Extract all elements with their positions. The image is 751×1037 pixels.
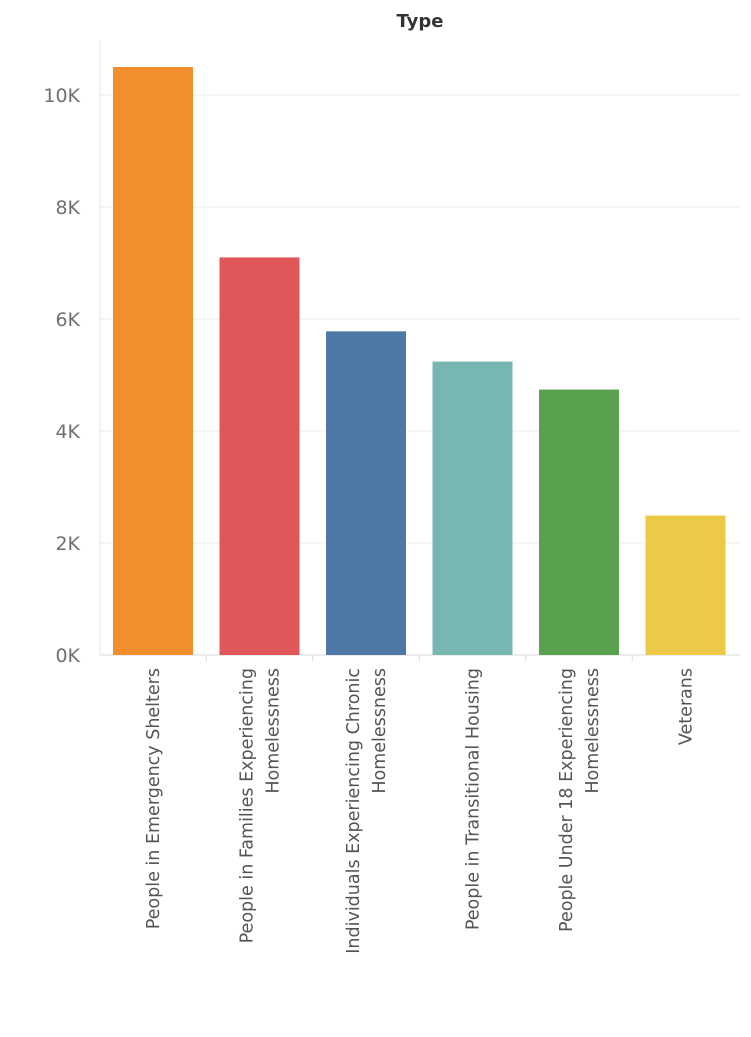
bar xyxy=(113,67,193,655)
x-tick-label: People in Transitional Housing xyxy=(464,668,484,930)
x-tick-label: People in Emergency Shelters xyxy=(144,668,164,929)
chart-title: Type xyxy=(397,11,444,32)
y-tick-label: 0K xyxy=(55,645,80,667)
gridlines xyxy=(99,40,740,656)
x-tick-label: Veterans xyxy=(677,668,697,745)
bar xyxy=(539,389,619,655)
y-tick-label: 4K xyxy=(55,421,80,443)
y-tick-label: 6K xyxy=(55,309,80,331)
bar xyxy=(326,331,406,655)
bar xyxy=(645,515,726,655)
x-tick-label: People in Families Experiencing Homelessn… xyxy=(238,668,284,943)
x-tick-label: Individuals Experiencing Chronic Homeless… xyxy=(344,668,390,954)
y-axis-ticks: 0K 2K 4K 6K 8K 10K xyxy=(43,85,80,667)
x-axis-ticks: People in Emergency Shelters People in Fa… xyxy=(144,655,697,954)
bar xyxy=(432,361,513,655)
bars xyxy=(113,67,726,655)
y-tick-label: 8K xyxy=(55,197,80,219)
y-tick-label: 10K xyxy=(43,85,80,107)
bar xyxy=(219,257,300,655)
x-tick-label: People Under 18 Experiencing Homelessness xyxy=(557,668,603,932)
y-tick-label: 2K xyxy=(55,533,80,555)
